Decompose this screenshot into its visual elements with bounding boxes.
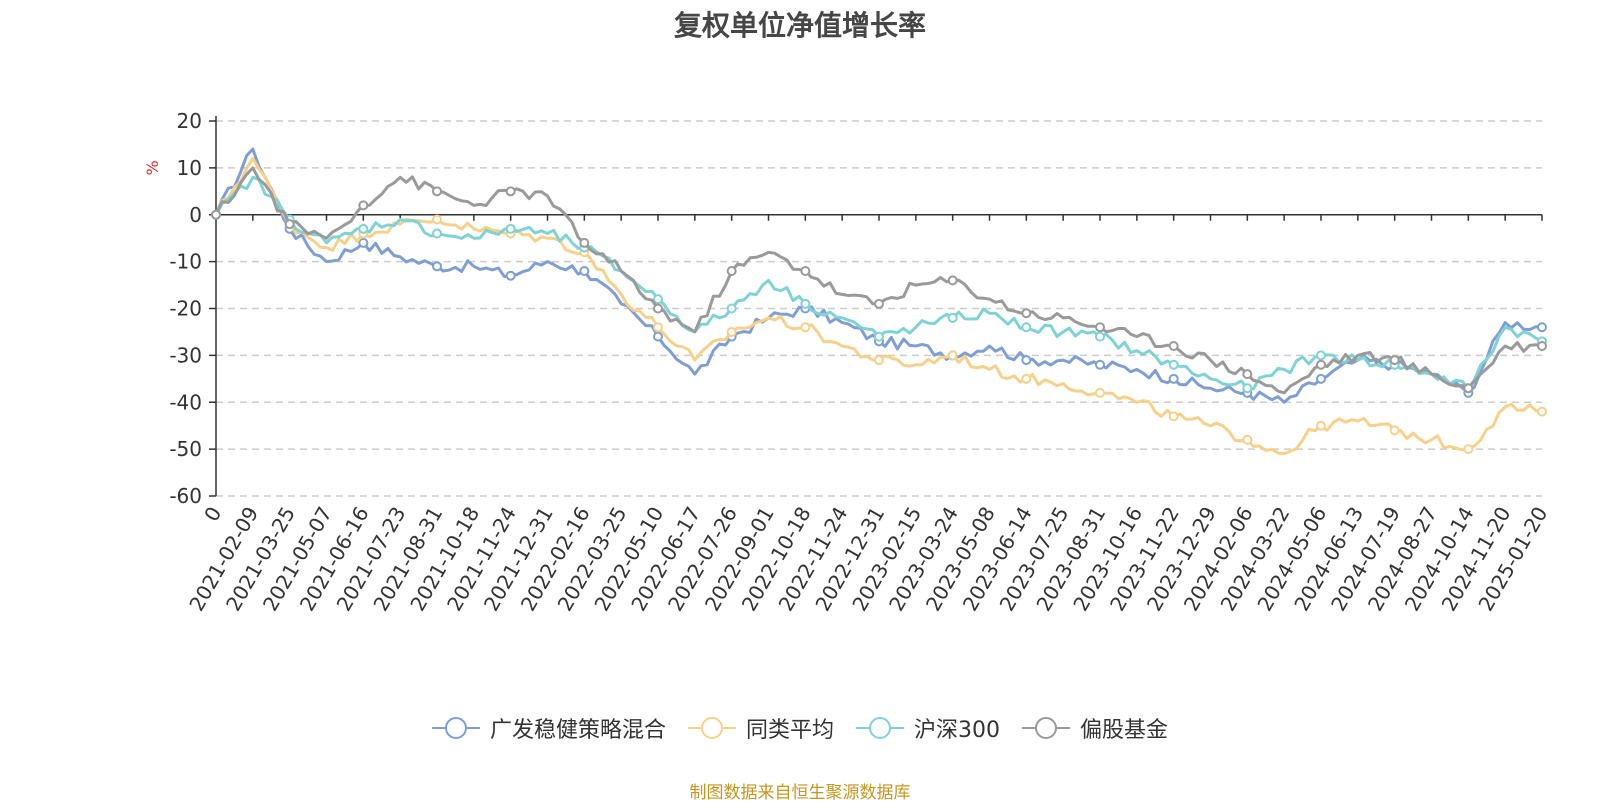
series-point xyxy=(1537,341,1547,351)
series-point xyxy=(1389,355,1400,366)
series-point xyxy=(653,331,663,342)
y-tick-label: -20 xyxy=(169,297,202,321)
series-point xyxy=(358,237,369,248)
series-point xyxy=(284,219,295,230)
series-point xyxy=(800,266,811,276)
series-point xyxy=(1095,331,1105,342)
series-point xyxy=(432,261,442,272)
source-note: 制图数据来自恒生聚源数据库 xyxy=(689,783,911,803)
legend-marker-icon xyxy=(687,715,736,741)
legend-marker-icon xyxy=(1022,715,1070,741)
legend-label: 广发稳健策略混合 xyxy=(489,718,666,743)
series-point xyxy=(1095,387,1105,398)
series-point xyxy=(1242,383,1253,394)
y-axis-label: % xyxy=(143,160,162,175)
series-point xyxy=(1316,373,1326,384)
series-point xyxy=(1168,411,1179,422)
series-point xyxy=(211,209,221,220)
series-point xyxy=(800,322,811,333)
series-point xyxy=(432,228,442,239)
series-point xyxy=(947,350,958,361)
series-point xyxy=(1021,322,1032,333)
legend-label: 沪深300 xyxy=(914,718,1000,743)
series-point xyxy=(726,326,737,337)
series-point xyxy=(874,355,884,366)
series-point xyxy=(726,303,737,314)
series-point xyxy=(1242,369,1253,380)
series-point xyxy=(1095,322,1105,333)
series-point xyxy=(726,266,737,276)
legend-item[interactable]: 同类平均 xyxy=(687,712,834,744)
series-point xyxy=(653,294,663,305)
legend-item[interactable]: 沪深300 xyxy=(856,712,1000,744)
series-point xyxy=(1463,444,1474,455)
series-point xyxy=(874,298,884,309)
series-point xyxy=(1168,341,1179,351)
series-point xyxy=(1316,350,1326,361)
legend-item[interactable]: 广发稳健策略混合 xyxy=(431,712,666,744)
series-point xyxy=(1242,434,1253,445)
series-point xyxy=(874,331,884,342)
x-tick-label: 0 xyxy=(199,503,226,526)
series-point xyxy=(1463,383,1474,394)
legend-item[interactable]: 偏股基金 xyxy=(1022,712,1168,744)
series-point xyxy=(1021,373,1032,384)
y-tick-label: 10 xyxy=(177,156,202,180)
series-point xyxy=(1095,359,1105,370)
series-layer xyxy=(211,147,1547,456)
series-point xyxy=(1021,355,1032,366)
y-tick-label: -30 xyxy=(169,343,202,367)
legend-label: 同类平均 xyxy=(745,718,834,743)
series-point xyxy=(1168,373,1179,384)
series-point xyxy=(1316,420,1326,431)
series-point xyxy=(358,223,369,234)
series-point xyxy=(1537,322,1547,333)
legend-marker-icon xyxy=(431,715,480,741)
series-point xyxy=(579,266,590,276)
series-point xyxy=(505,270,516,281)
series-point xyxy=(505,186,516,197)
y-tick-label: -10 xyxy=(169,250,202,274)
y-tick-label: 20 xyxy=(177,109,202,133)
series-point xyxy=(432,186,442,197)
chart-title: 复权单位净值增长率 xyxy=(673,9,926,42)
legend-marker-icon xyxy=(856,715,904,741)
legend: 广发稳健策略混合 同类平均 沪深300 偏股基金 xyxy=(0,712,1600,744)
series-point xyxy=(800,298,811,309)
series-point xyxy=(1537,406,1547,417)
y-tick-label: -50 xyxy=(169,437,202,461)
series-point xyxy=(358,200,369,211)
series-point xyxy=(1316,359,1326,370)
series-point xyxy=(432,214,442,225)
series-point xyxy=(505,223,516,234)
y-tick-label: 0 xyxy=(189,203,202,227)
legend-label: 偏股基金 xyxy=(1080,718,1169,743)
y-tick-label: -60 xyxy=(169,484,202,508)
y-tick-label: -40 xyxy=(169,390,202,414)
series-point xyxy=(653,303,663,314)
series-point xyxy=(947,312,958,323)
series-point xyxy=(579,237,590,248)
series-point xyxy=(1389,425,1400,436)
series-point xyxy=(653,322,663,333)
series-point xyxy=(947,275,958,286)
series-point xyxy=(1168,359,1179,370)
series-point xyxy=(1021,308,1032,319)
